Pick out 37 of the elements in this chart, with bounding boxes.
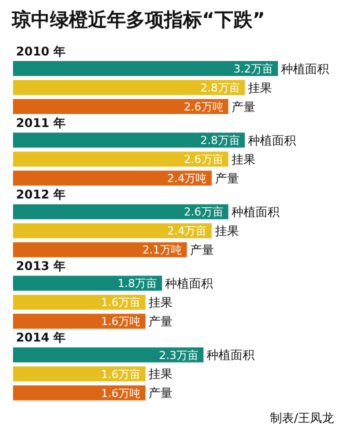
y-tick-label: 2010 年: [16, 44, 66, 58]
text: 产量: [148, 314, 172, 329]
text: 挂果: [231, 152, 256, 166]
text: 产量: [214, 171, 239, 186]
text: 种植面积: [165, 276, 214, 291]
data-label: 3.2万亩: [234, 62, 273, 76]
text: 产量: [190, 242, 214, 257]
series-label: 挂果: [248, 80, 272, 95]
text: 挂果: [148, 367, 172, 382]
data-label: 1.6万亩: [101, 296, 140, 310]
data-label: 2.6万亩: [184, 206, 224, 219]
data-label: 2.1万吨: [142, 244, 182, 257]
text: 挂果: [148, 296, 172, 310]
data-label: 2.8万亩: [200, 134, 240, 148]
text: 制表/王凤龙: [268, 410, 335, 427]
data-label: 2.4万吨: [167, 172, 207, 186]
data-label: 2.6万吨: [184, 100, 224, 114]
text: 产量: [148, 386, 172, 400]
series-label: 种植面积: [281, 62, 329, 76]
data-label: 1.6万吨: [101, 315, 140, 328]
data-label: 2.4万亩: [167, 224, 207, 238]
y-tick-label: 2011 年: [16, 116, 66, 130]
series-label: 产量: [231, 100, 256, 114]
data-label: 2.6万亩: [184, 153, 224, 166]
data-label: 1.6万亩: [101, 368, 140, 381]
chart-title: 琼中绿橙近年多项指标“下跌”: [10, 8, 266, 32]
y-tick-label: 2012 年: [16, 188, 66, 202]
data-label: 2.3万亩: [158, 348, 198, 362]
y-tick-label: 2014 年: [16, 330, 66, 345]
text: 种植面积: [248, 133, 296, 148]
data-label: 2.8万亩: [200, 81, 240, 94]
text: 种植面积: [206, 348, 254, 362]
data-label: 1.6万吨: [101, 386, 140, 400]
y-tick-label: 2013 年: [16, 259, 66, 274]
text: 挂果: [214, 224, 239, 238]
text: 种植面积: [231, 204, 280, 219]
data-label: 1.8万亩: [118, 277, 158, 290]
